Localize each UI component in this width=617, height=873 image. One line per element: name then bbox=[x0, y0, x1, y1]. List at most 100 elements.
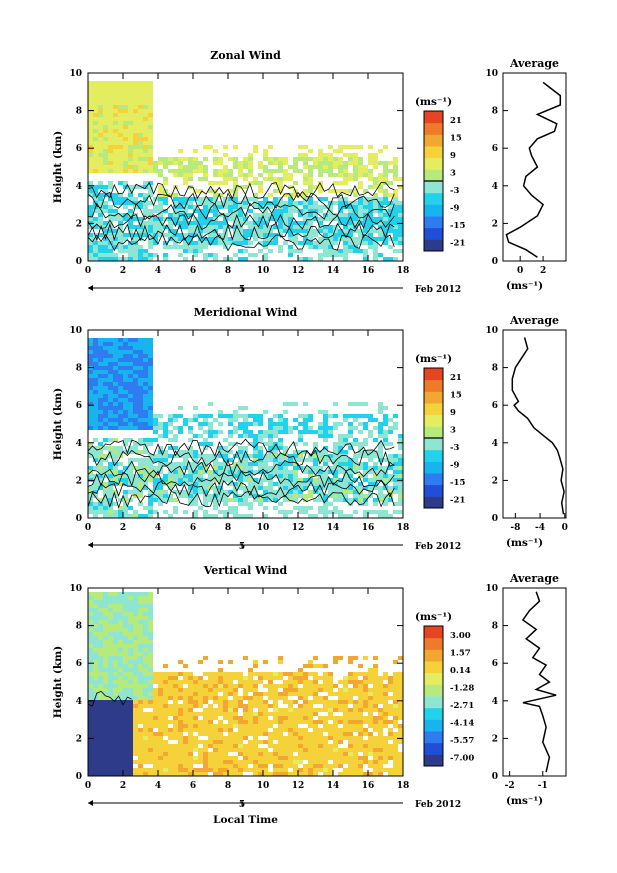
colorbar-tick-label: 9 bbox=[450, 408, 456, 418]
colorbar-segment bbox=[424, 684, 443, 697]
y-axis-label: Height (km) bbox=[52, 131, 64, 203]
colorbar-segment bbox=[424, 403, 443, 416]
avg-y-tick-label: 10 bbox=[485, 326, 498, 336]
contour-lines bbox=[87, 438, 395, 509]
y-tick-label: 10 bbox=[69, 69, 82, 79]
colorbar-unit-label: (ms⁻¹) bbox=[415, 353, 452, 365]
colorbar-segment bbox=[424, 134, 443, 147]
panel-2: Meridional Wind 0 2 4 6 8 10 12 14 16 18 0 2 4 6 8 10 Hei… bbox=[52, 306, 568, 552]
colorbar-segment bbox=[424, 368, 443, 381]
colorbar-tick-label: 3 bbox=[450, 425, 456, 435]
colorbar-tick-label: 21 bbox=[450, 116, 462, 126]
heatmap bbox=[88, 338, 403, 518]
colorbar-tick-label: 1.57 bbox=[450, 648, 471, 658]
panel-title: Zonal Wind bbox=[210, 49, 281, 62]
x-tick-label: 8 bbox=[225, 781, 231, 791]
colorbar-segment bbox=[424, 484, 443, 497]
average-unit-label: (ms⁻¹) bbox=[506, 280, 543, 292]
avg-y-tick-label: 4 bbox=[492, 697, 498, 707]
x-tick-label: 8 bbox=[225, 523, 231, 533]
colorbar-unit-label: (ms⁻¹) bbox=[415, 96, 452, 108]
colorbar-segment bbox=[424, 122, 443, 135]
colorbar-segment bbox=[424, 672, 443, 685]
avg-y-tick-label: 6 bbox=[492, 659, 498, 669]
avg-x-tick-label: 0 bbox=[562, 523, 568, 533]
colorbar-tick-label: 3 bbox=[450, 168, 456, 178]
colorbar-tick-label: -15 bbox=[450, 221, 465, 231]
y-tick-label: 4 bbox=[76, 182, 82, 192]
average-frame bbox=[502, 587, 567, 777]
average-title: Average bbox=[509, 57, 559, 70]
colorbar-segment bbox=[424, 754, 443, 767]
y-tick-label: 10 bbox=[69, 584, 82, 594]
x-tick-label: 10 bbox=[257, 266, 270, 276]
y-tick-label: 6 bbox=[76, 401, 82, 411]
avg-x-tick-label: 0 bbox=[517, 266, 523, 276]
y-tick-label: 8 bbox=[76, 107, 82, 117]
contour-lines bbox=[87, 690, 132, 707]
x-tick-label: 6 bbox=[190, 781, 196, 791]
colorbar-segment bbox=[424, 449, 443, 462]
heatmap bbox=[88, 81, 403, 261]
avg-x-tick-label: -1 bbox=[538, 781, 548, 791]
x-tick-label: 16 bbox=[362, 781, 375, 791]
average-title: Average bbox=[509, 572, 559, 585]
avg-y-tick-label: 8 bbox=[492, 364, 498, 374]
x-tick-label: 12 bbox=[292, 266, 305, 276]
colorbar-tick-label: 9 bbox=[450, 151, 456, 161]
colorbar: 3.00 1.57 0.14 -1.28 -2.71 -4.14 -5.57 -7.00 bbox=[423, 625, 474, 767]
avg-y-tick-label: 10 bbox=[485, 69, 498, 79]
day-bar-arrow-icon bbox=[88, 542, 93, 548]
x-tick-label: 6 bbox=[190, 523, 196, 533]
x-tick-label: 18 bbox=[397, 523, 410, 533]
x-tick-label: 12 bbox=[292, 523, 305, 533]
colorbar-tick-label: -3 bbox=[450, 443, 460, 453]
colorbar-tick-label: -3 bbox=[450, 186, 460, 196]
x-tick-label: 4 bbox=[155, 523, 161, 533]
contour-lines bbox=[87, 181, 395, 252]
colorbar-tick-label: -21 bbox=[450, 495, 465, 505]
colorbar-segment bbox=[424, 379, 443, 392]
panel-1: Zonal Wind 0 2 4 6 8 10 12 14 16 18 0 2 4 6 8 10 Height (… bbox=[52, 49, 567, 295]
colorbar-segment bbox=[424, 227, 443, 240]
colorbar-segment bbox=[424, 473, 443, 486]
day-bar-arrow-icon bbox=[88, 800, 93, 806]
avg-x-tick-label: -8 bbox=[510, 523, 520, 533]
colorbar-segment bbox=[424, 414, 443, 427]
colorbar-segment bbox=[424, 204, 443, 217]
avg-y-tick-label: 2 bbox=[492, 219, 498, 229]
average-profile-line bbox=[505, 81, 562, 258]
x-tick-label: 4 bbox=[155, 266, 161, 276]
colorbar-segment bbox=[424, 661, 443, 674]
colorbar-tick-label: -1.28 bbox=[450, 683, 474, 693]
panel-3: Vertical Wind 0 2 4 6 8 10 12 14 16 18 0 2 4 6 8 10 Heigh… bbox=[52, 564, 567, 810]
avg-x-tick-label: -2 bbox=[505, 781, 515, 791]
colorbar-tick-label: -5.57 bbox=[450, 736, 474, 746]
y-tick-label: 2 bbox=[76, 219, 82, 229]
avg-y-tick-label: 0 bbox=[492, 257, 498, 267]
y-tick-label: 0 bbox=[76, 514, 82, 524]
x-tick-label: 8 bbox=[225, 266, 231, 276]
colorbar-segment bbox=[424, 391, 443, 404]
colorbar-segment bbox=[424, 731, 443, 744]
x-tick-label: 16 bbox=[362, 523, 375, 533]
x-axis-label: Local Time bbox=[213, 814, 278, 826]
date-label: Feb 2012 bbox=[415, 542, 461, 552]
x-tick-label: 14 bbox=[327, 266, 340, 276]
colorbar: 21 15 9 3 -3 -9 -15 -21 bbox=[423, 367, 465, 509]
avg-y-tick-label: 8 bbox=[492, 107, 498, 117]
x-tick-label: 6 bbox=[190, 266, 196, 276]
day-marker-label: 5 bbox=[239, 285, 245, 295]
avg-y-tick-label: 4 bbox=[492, 439, 498, 449]
plot-frame bbox=[87, 329, 404, 519]
y-tick-label: 6 bbox=[76, 144, 82, 154]
x-tick-label: 4 bbox=[155, 781, 161, 791]
colorbar-segment bbox=[424, 496, 443, 509]
avg-y-tick-label: 8 bbox=[492, 622, 498, 632]
colorbar-segment bbox=[424, 719, 443, 732]
y-axis-label: Height (km) bbox=[52, 388, 64, 460]
x-tick-label: 10 bbox=[257, 523, 270, 533]
panel-title: Meridional Wind bbox=[194, 306, 298, 319]
colorbar-tick-label: 15 bbox=[450, 390, 462, 400]
day-marker-label: 5 bbox=[239, 542, 245, 552]
